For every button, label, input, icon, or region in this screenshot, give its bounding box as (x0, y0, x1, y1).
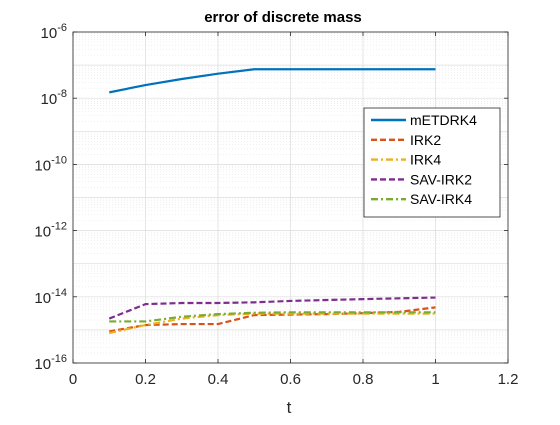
x-axis-ticks: 0 0.2 0.4 0.6 0.8 1 1.2 (69, 32, 519, 388)
legend: mETDRK4 IRK2 IRK4 SAV-IRK2 SAV-IRK4 (363, 107, 501, 218)
x-tick-label: 0.8 (353, 371, 374, 388)
series-line-sav-irk4 (109, 311, 436, 323)
x-tick-label: 1 (431, 371, 439, 388)
x-axis-label: t (287, 398, 292, 417)
x-tick-label: 0.4 (208, 371, 229, 388)
x-tick-label: 0.6 (280, 371, 301, 388)
x-tick-label: 0 (69, 371, 77, 388)
x-tick-label: 0.2 (135, 371, 156, 388)
series-line-sav-irk2 (108, 296, 436, 320)
x-tick-label: 1.2 (498, 371, 519, 388)
y-tick-label: 10-10 (34, 154, 67, 174)
chart-title: error of discrete mass (204, 9, 362, 26)
y-tick-label: 10-8 (41, 88, 67, 108)
y-axis-ticks: 10-16 10-14 10-12 10-10 10-8 10-6 (34, 22, 508, 373)
legend-label: IRK2 (410, 132, 441, 148)
y-tick-label: 10-12 (34, 221, 67, 241)
series-line-irk4 (109, 312, 436, 335)
legend-label: SAV-IRK2 (410, 171, 472, 187)
series-layer (108, 68, 436, 335)
y-tick-label: 10-6 (41, 22, 67, 42)
series-line-metdrk4 (109, 68, 436, 94)
legend-label: SAV-IRK4 (410, 191, 472, 207)
legend-label: mETDRK4 (410, 112, 477, 128)
y-tick-label: 10-16 (34, 353, 67, 373)
legend-label: IRK4 (410, 152, 441, 168)
y-tick-label: 10-14 (34, 287, 67, 307)
